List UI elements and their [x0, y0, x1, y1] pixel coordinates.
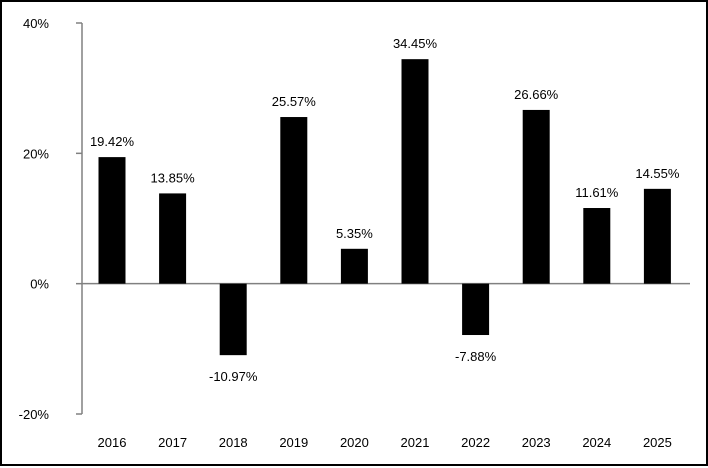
x-tick-label: 2020 [340, 435, 369, 450]
x-tick-label: 2023 [522, 435, 551, 450]
bar-2023 [522, 109, 550, 284]
data-label-2022: -7.88% [455, 349, 497, 364]
x-tick-label: 2018 [219, 435, 248, 450]
x-tick-label: 2016 [98, 435, 127, 450]
x-tick-label: 2022 [461, 435, 490, 450]
bar-2020 [340, 248, 368, 284]
data-label-2016: 19.42% [90, 134, 135, 149]
bar-2025 [643, 188, 671, 284]
x-tick-label: 2025 [643, 435, 672, 450]
bar-2021 [401, 59, 429, 284]
x-tick-label: 2017 [158, 435, 187, 450]
bar-2017 [159, 193, 187, 284]
y-tick-label: 0% [30, 277, 49, 292]
x-tick-label: 2021 [401, 435, 430, 450]
y-tick-label: -20% [19, 407, 50, 422]
x-tick-label: 2024 [582, 435, 611, 450]
x-tick-label: 2019 [279, 435, 308, 450]
y-tick-label: 40% [23, 16, 49, 31]
data-label-2019: 25.57% [272, 94, 317, 109]
data-label-2024: 11.61% [575, 185, 619, 200]
bars [98, 59, 671, 356]
data-label-2017: 13.85% [151, 170, 196, 185]
data-label-2021: 34.45% [393, 36, 438, 51]
bar-2024 [583, 208, 611, 284]
y-tick-label: 20% [23, 146, 49, 161]
data-label-2020: 5.35% [336, 226, 373, 241]
bar-2022 [462, 283, 490, 336]
data-label-2023: 26.66% [514, 87, 559, 102]
bar-2018 [219, 283, 247, 356]
data-label-2025: 14.55% [635, 166, 680, 181]
bar-2019 [280, 117, 308, 284]
data-labels: 2016 19.42% 2017 13.85% 2018 -10.97% 2019 25.57… [90, 36, 680, 450]
bar-2016 [98, 157, 126, 284]
data-label-2018: -10.97% [209, 369, 258, 384]
